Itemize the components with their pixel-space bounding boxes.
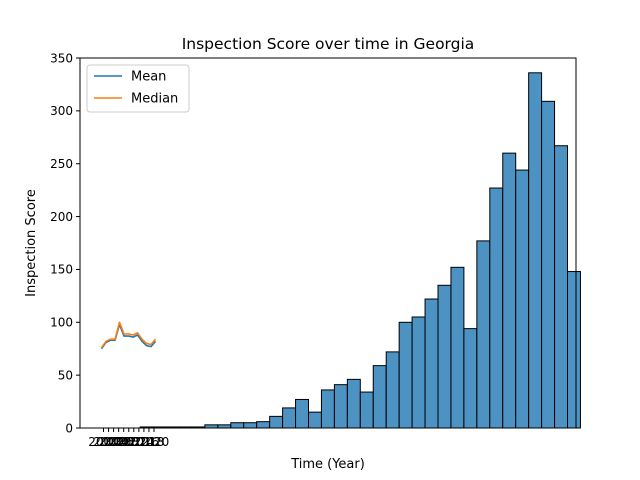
histogram-bar [411,316,426,429]
histogram-bar [437,284,452,429]
x-tick-label: 2018 [134,435,165,449]
x-tick-label: 2006 [103,435,134,449]
histogram-bar [308,411,322,429]
y-tick-label: 200 [50,210,73,224]
line-series [100,321,157,350]
histogram-bar [398,321,413,429]
histogram-bar [282,407,297,429]
x-axis: 2000200220042006200820102012201420162018… [88,428,169,449]
y-tick-label: 300 [50,104,73,118]
plot-frame [79,57,577,429]
histogram-bar [372,365,387,429]
histogram-bar [567,271,581,429]
legend: Mean Median [86,64,190,113]
x-tick-label: 2010 [113,435,144,449]
chart-title: Inspection Score over time in Georgia [182,35,475,53]
histogram-bar [541,100,556,429]
y-tick-label: 250 [50,157,73,171]
y-tick-label: 150 [50,263,73,277]
y-axis: 0 50 100 150 200 250 300 350 [50,51,80,435]
histogram-bar [243,422,258,429]
histogram-bar [515,169,530,429]
x-tick-label: 2016 [129,435,160,449]
x-tick-label: 2014 [124,435,155,449]
y-tick-label: 350 [50,51,73,65]
series-line-median [100,321,157,349]
histogram-bar [424,298,439,429]
x-tick-label: 2000 [88,435,119,449]
histogram-bar [489,187,504,429]
histogram-bar [269,415,284,429]
series-line-mean [100,323,157,350]
histogram-bar [333,384,348,429]
x-tick-label: 2004 [98,435,129,449]
x-tick-label: 2012 [119,435,150,449]
legend-median-label: Median [131,92,178,107]
histogram-bar [346,378,361,429]
y-tick-label: 50 [58,368,73,382]
histogram-bar [256,421,271,429]
histogram-bar [463,328,478,429]
histogram-bar [385,351,400,429]
legend-mean-label: Mean [131,70,166,85]
x-tick-label: 2002 [93,435,124,449]
histogram-bars [139,72,581,429]
histogram-bar [450,266,465,429]
x-axis-label: Time (Year) [290,457,365,472]
y-axis-label: Inspection Score [24,189,39,297]
histogram-bar [320,389,335,429]
y-tick-label: 100 [50,316,73,330]
histogram-bar [295,398,309,429]
histogram-bar [230,422,245,429]
histogram-bar [476,240,491,429]
histogram-bar [502,152,517,429]
x-tick-label: 2020 [139,435,170,449]
histogram-bar [528,72,543,429]
y-tick-label: 0 [65,421,73,435]
histogram-bar [554,145,568,429]
x-tick-label: 2008 [108,435,139,449]
histogram-bar [359,391,374,429]
